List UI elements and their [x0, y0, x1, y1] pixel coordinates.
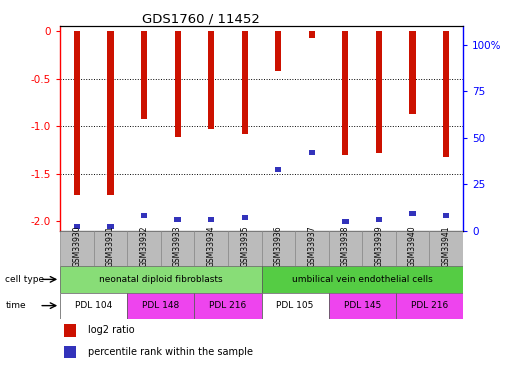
Bar [410, 31, 416, 114]
Bar [228, 231, 262, 266]
Text: GSM33930: GSM33930 [72, 226, 82, 267]
Text: GSM33941: GSM33941 [441, 226, 451, 267]
Bar [362, 231, 396, 266]
Text: cell type: cell type [5, 275, 44, 284]
Bar [328, 292, 396, 319]
Bar [60, 231, 94, 266]
Bar [60, 266, 262, 292]
Bar [396, 292, 463, 319]
Text: time: time [5, 301, 26, 310]
Text: PDL 145: PDL 145 [344, 301, 381, 310]
Text: PDL 104: PDL 104 [75, 301, 112, 310]
Text: neonatal diploid fibroblasts: neonatal diploid fibroblasts [99, 275, 223, 284]
Bar [429, 231, 463, 266]
Bar [64, 346, 76, 358]
Bar [328, 231, 362, 266]
Bar [376, 31, 382, 153]
Bar [64, 324, 76, 337]
Bar [175, 31, 180, 138]
Bar [242, 31, 248, 134]
Bar [242, 215, 248, 220]
Bar [443, 213, 449, 218]
Text: GSM33938: GSM33938 [341, 226, 350, 267]
Bar [141, 213, 147, 218]
Bar [262, 231, 295, 266]
Bar [309, 31, 315, 38]
Text: GSM33934: GSM33934 [207, 226, 215, 267]
Text: GSM33936: GSM33936 [274, 226, 283, 267]
Bar [295, 231, 328, 266]
Bar [195, 292, 262, 319]
Bar [208, 217, 214, 222]
Text: percentile rank within the sample: percentile rank within the sample [88, 347, 253, 357]
Text: umbilical vein endothelial cells: umbilical vein endothelial cells [292, 275, 433, 284]
Text: GSM33937: GSM33937 [308, 226, 316, 267]
Text: GSM33935: GSM33935 [240, 226, 249, 267]
Bar [94, 231, 127, 266]
Bar [161, 231, 195, 266]
Bar [127, 292, 195, 319]
Bar [107, 224, 113, 230]
Bar [74, 224, 80, 230]
Bar [396, 231, 429, 266]
Text: GSM33932: GSM33932 [140, 226, 149, 267]
Bar [376, 217, 382, 222]
Bar [309, 150, 315, 155]
Text: PDL 148: PDL 148 [142, 301, 179, 310]
Text: GSM33931: GSM33931 [106, 226, 115, 267]
Bar [60, 292, 127, 319]
Bar [127, 231, 161, 266]
Text: GSM33933: GSM33933 [173, 226, 182, 267]
Bar [107, 31, 113, 195]
Text: PDL 216: PDL 216 [411, 301, 448, 310]
Bar [262, 266, 463, 292]
Bar [208, 31, 214, 129]
Bar [74, 31, 80, 195]
Bar [275, 167, 281, 172]
Bar [343, 31, 348, 154]
Bar [175, 217, 181, 222]
Bar [443, 31, 449, 158]
Bar [410, 211, 416, 216]
Text: GSM33940: GSM33940 [408, 226, 417, 267]
Text: PDL 216: PDL 216 [209, 301, 246, 310]
Bar [195, 231, 228, 266]
Bar [262, 292, 328, 319]
Title: GDS1760 / 11452: GDS1760 / 11452 [142, 12, 260, 25]
Text: log2 ratio: log2 ratio [88, 326, 135, 336]
Bar [342, 219, 348, 224]
Bar [275, 31, 281, 71]
Text: GSM33939: GSM33939 [374, 226, 383, 267]
Text: PDL 105: PDL 105 [276, 301, 314, 310]
Bar [141, 31, 147, 119]
